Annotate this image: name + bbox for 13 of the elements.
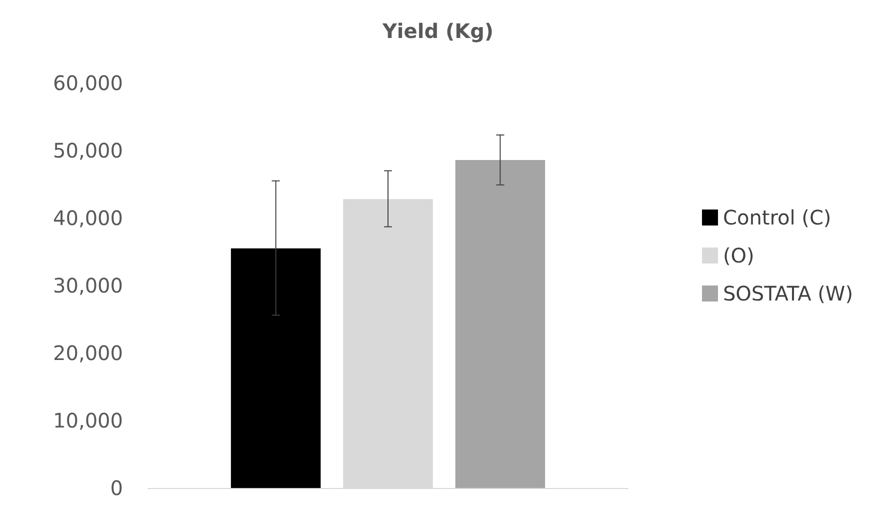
y-tick-label: 0: [110, 476, 123, 500]
legend-label: SOSTATA (W): [722, 282, 854, 306]
legend-label: (O): [722, 244, 754, 268]
y-tick-label: 60,000: [53, 71, 123, 95]
legend-label: Control (C): [722, 206, 832, 230]
bar: [455, 160, 546, 488]
y-tick-label: 20,000: [53, 341, 123, 365]
bar: [230, 248, 321, 488]
chart-title: Yield (Kg): [381, 19, 494, 43]
y-tick-label: 10,000: [53, 408, 123, 432]
y-tick-label: 40,000: [53, 206, 123, 230]
y-tick-label: 30,000: [53, 274, 123, 298]
y-tick-label: 50,000: [53, 138, 123, 162]
